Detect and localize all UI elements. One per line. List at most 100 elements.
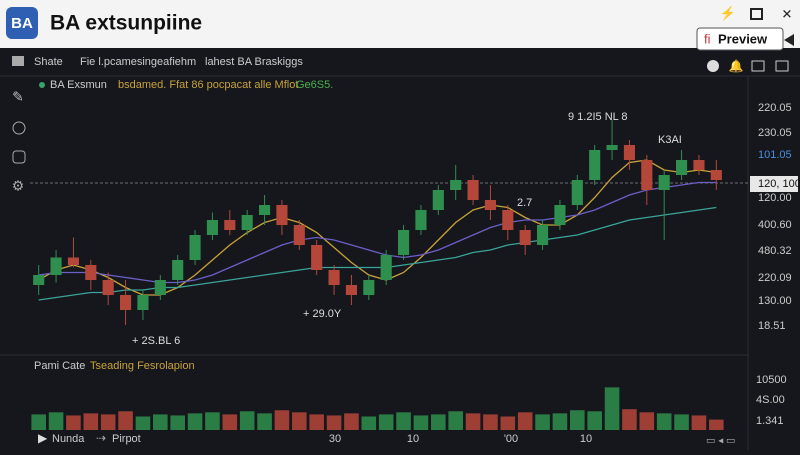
candle-body: [380, 255, 392, 280]
price-label: 18.51: [758, 320, 786, 332]
toolbar-item: lahest BA Braskiggs: [205, 56, 303, 68]
menu-icon[interactable]: [12, 56, 24, 66]
legend-study: bsdamed. Ffat 86 pocpacat alle Mflot: [118, 79, 298, 91]
volume-bar: [431, 414, 446, 430]
play-icon[interactable]: ▶: [38, 431, 48, 445]
price-label: 220.05: [758, 102, 792, 114]
window-title: BA extsunpiine: [50, 12, 202, 35]
volume-bar: [535, 414, 550, 430]
speaker-icon[interactable]: [784, 34, 794, 46]
candle-body: [345, 285, 357, 295]
volume-bar: [344, 413, 359, 430]
toolbar-item: Shate: [34, 56, 63, 68]
annotation: + 2S.BL 6: [132, 335, 180, 347]
step-icon[interactable]: ⇢: [96, 431, 106, 445]
candle-body: [224, 220, 236, 230]
layout-icon[interactable]: [775, 60, 789, 72]
footer-icon[interactable]: ▭ ◂ ▭: [706, 436, 735, 447]
candle-body: [293, 225, 305, 245]
pin-icon[interactable]: ⚡: [720, 5, 736, 21]
volume-bar: [118, 411, 133, 430]
alert-icon[interactable]: 🔔: [729, 59, 744, 73]
candle-body: [50, 257, 62, 275]
candle-body: [432, 190, 444, 210]
layout-icon[interactable]: [751, 60, 765, 72]
volume-bar: [274, 410, 290, 430]
info-icon[interactable]: [707, 60, 719, 72]
logo: [6, 7, 38, 39]
close-icon[interactable]: ✕: [782, 6, 793, 21]
volume-bar: [48, 412, 64, 430]
draw-tool[interactable]: ✎: [12, 89, 24, 105]
candle-body: [502, 210, 514, 230]
preview-label: Preview: [718, 31, 768, 46]
settings-icon[interactable]: ⚙: [12, 178, 25, 194]
price-label: 120.00: [758, 192, 792, 204]
candle-body: [623, 145, 635, 160]
volume-bar: [674, 414, 689, 430]
candle-body: [398, 230, 410, 255]
volume-bar: [361, 416, 377, 430]
preview-button[interactable]: [696, 27, 784, 51]
x-label: 30: [329, 433, 341, 445]
volume-bar: [257, 413, 272, 430]
volume-bar: [153, 414, 168, 430]
footer-item: Pirpot: [112, 433, 141, 445]
tool-icon[interactable]: [12, 150, 26, 164]
candle-body: [484, 200, 496, 210]
volume-bar: [222, 414, 238, 430]
candle-body: [120, 295, 132, 310]
tool-icon[interactable]: [12, 121, 26, 135]
preview-icon: fi: [704, 31, 711, 46]
volume-bar: [292, 412, 307, 430]
candle-body: [206, 220, 218, 235]
volume-bar: [587, 411, 602, 430]
footer-item: Nunda: [52, 433, 85, 445]
candle-body: [676, 160, 688, 175]
candle-body: [189, 235, 201, 260]
candle-body: [67, 257, 79, 265]
volume-bar: [66, 415, 81, 430]
maximize-icon[interactable]: [750, 8, 763, 20]
volume-bar: [570, 410, 585, 430]
volume-bar: [604, 387, 620, 430]
moving-average: [38, 159, 717, 296]
candle-body: [693, 160, 705, 170]
volume-bar: [448, 411, 463, 430]
candle-body: [415, 210, 427, 230]
x-label: '00: [504, 433, 518, 445]
volume-bar: [83, 413, 99, 430]
candle-body: [311, 245, 323, 270]
title-bar: [0, 0, 800, 48]
price-tag: [750, 176, 798, 192]
volume-subtitle: Tseading Fesrolapion: [90, 360, 195, 372]
moving-average: [38, 181, 717, 284]
candle-body: [276, 205, 288, 225]
annotation: + 29.0Y: [303, 308, 342, 320]
volume-bar: [552, 413, 568, 430]
candle-body: [241, 215, 253, 230]
candle-body: [363, 280, 375, 295]
volume-bar: [326, 415, 342, 430]
volume-bar: [31, 414, 46, 430]
candle-body: [259, 205, 271, 215]
logo-text: BA: [11, 15, 33, 32]
volume-bar: [239, 411, 255, 430]
toolbar-item: Fie l.pcamesingeafiehm: [80, 56, 196, 68]
volume-bar: [691, 415, 707, 430]
candle-body: [154, 280, 166, 295]
candle-body: [467, 180, 479, 200]
volume-bar: [187, 413, 203, 430]
annotation: 2.7: [517, 197, 532, 209]
volume-bar: [622, 409, 637, 430]
price-label: 130.00: [758, 295, 792, 307]
candle-body: [658, 175, 670, 190]
volume-label: 1.341: [756, 415, 784, 427]
candle-body: [450, 180, 462, 190]
candle-body: [554, 205, 566, 225]
price-label: 120, 100: [758, 178, 800, 190]
annotation: 9 1.2I5 NL 8: [568, 111, 628, 123]
candle-body: [606, 145, 618, 150]
